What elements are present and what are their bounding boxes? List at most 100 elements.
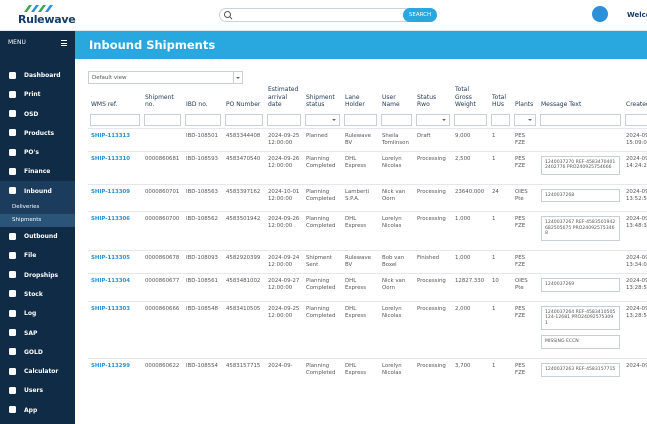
title-bar: Inbound Shipments (75, 31, 647, 59)
wms-ref-link[interactable]: SHIP-113310 (88, 150, 142, 185)
nav-label: File (24, 252, 37, 260)
filter-cell (342, 111, 379, 129)
logo[interactable]: Rulewave (18, 13, 76, 26)
search-box[interactable]: SEARCH (219, 8, 437, 22)
nav-label: Dropships (24, 271, 59, 279)
table-cell: 2024-09- (265, 358, 303, 386)
table-cell: 2024-09-24 13:28:53 (623, 300, 647, 359)
column-filter[interactable] (540, 113, 621, 126)
message-box: MISSING ECCN (541, 335, 620, 350)
nav-item[interactable]: Log (0, 304, 75, 323)
column-filter[interactable] (454, 113, 487, 126)
table-cell: Rulewave BV (342, 127, 379, 151)
message-cell: 1240037269 (538, 273, 623, 302)
wms-ref-link[interactable]: SHIP-113303 (88, 300, 142, 359)
column-filter[interactable] (305, 113, 340, 126)
column-header[interactable]: Total HUs (492, 93, 507, 109)
nav-item[interactable]: Print (0, 85, 75, 104)
nav-icon (9, 309, 16, 317)
nav-item[interactable]: OSD (0, 104, 75, 123)
nav-item[interactable]: File (0, 246, 75, 265)
column-filter[interactable] (225, 113, 263, 126)
column-header[interactable]: PO Number (226, 101, 261, 108)
view-select-label: Default view (92, 75, 127, 81)
column-filter[interactable] (267, 113, 301, 126)
search-button[interactable]: SEARCH (403, 8, 437, 22)
table-cell: 1 (489, 150, 512, 185)
column-header[interactable]: User Name (382, 93, 400, 109)
wms-ref-link[interactable]: SHIP-113305 (88, 250, 142, 274)
table-cell: Shipment Sent (303, 250, 342, 274)
nav-icon (9, 167, 16, 175)
column-header[interactable]: Shipment no. (145, 93, 174, 109)
message-box: 1240037264 REF-4583410505124-12681 PRO24… (541, 305, 620, 331)
table-cell: IBD-108563 (183, 183, 223, 212)
column-filter[interactable] (185, 113, 221, 126)
wms-ref-link[interactable]: SHIP-113313 (88, 127, 142, 151)
menu-toggle[interactable] (61, 40, 67, 46)
nav-item[interactable]: GOLD (0, 342, 75, 361)
nav-icon (9, 348, 16, 356)
page-title: Inbound Shipments (89, 38, 216, 52)
column-filter[interactable] (514, 113, 536, 126)
nav-item[interactable]: App (0, 400, 75, 419)
nav-item[interactable]: PO's (0, 143, 75, 162)
nav-item[interactable]: Outbound (0, 227, 75, 246)
column-filter[interactable] (491, 113, 510, 126)
table-row: SHIP-113305 0000860678 IBD-108093 458292039… (88, 250, 647, 274)
nav-item[interactable]: Users (0, 381, 75, 400)
table-cell: 2024-09-25 12:00:00 (265, 127, 303, 151)
sidebar: MENU Dashboard Print OSD Products PO's Financ… (0, 31, 75, 424)
table-cell: 0000860681 (142, 150, 183, 185)
column-filter[interactable] (144, 113, 181, 126)
table-cell: 2024-09-24 12:00:00 (265, 250, 303, 274)
table-cell: Lorelyn Nicolas (379, 211, 414, 251)
column-header[interactable]: Estimated arrival date (268, 86, 299, 108)
column-filter[interactable] (344, 113, 377, 126)
wms-ref-link[interactable]: SHIP-113306 (88, 211, 142, 251)
column-header[interactable]: WMS ref. (91, 101, 118, 108)
nav-subitem[interactable]: Deliveries (0, 200, 75, 214)
column-filter[interactable] (625, 113, 647, 126)
nav-item[interactable]: Calculator (0, 362, 75, 381)
column-header[interactable]: Plants (515, 101, 534, 108)
column-filter[interactable] (90, 113, 140, 126)
table-cell: 1,000 (452, 250, 489, 274)
nav-icon (9, 329, 16, 337)
nav-sublabel: Shipments (12, 217, 42, 224)
column-header[interactable]: Lane Holder (345, 93, 365, 109)
column-header[interactable]: Shipment status (306, 93, 335, 109)
table-cell: Nick van Oorn (379, 183, 414, 212)
filter-cell (538, 111, 623, 129)
table-cell: 3,700 (452, 358, 489, 386)
column-header[interactable]: IBD no. (186, 101, 208, 108)
table-cell: Lorelyn Nicolas (379, 358, 414, 386)
table-cell: 4583397162 (223, 183, 265, 212)
table-cell: PES FZE (512, 150, 538, 185)
column-header[interactable]: Status Rwo (417, 93, 437, 109)
user-avatar[interactable] (592, 6, 608, 22)
nav-item[interactable]: Inbound (0, 181, 75, 201)
wms-ref-link[interactable]: SHIP-113304 (88, 273, 142, 302)
table-cell: 1 (489, 250, 512, 274)
column-header[interactable]: Total Gross Weight (455, 86, 476, 108)
nav-item[interactable]: Dropships (0, 265, 75, 284)
column-header[interactable]: Created At (626, 101, 647, 108)
nav-item[interactable]: Dashboard (0, 66, 75, 85)
view-select[interactable]: Default view (88, 71, 243, 84)
table-cell: Planning Completed (303, 358, 342, 386)
nav-item[interactable]: Stock (0, 284, 75, 303)
column-header[interactable]: Message Text (541, 101, 582, 108)
nav-label: Users (24, 387, 44, 395)
menu-header[interactable]: MENU (0, 31, 75, 53)
wms-ref-link[interactable]: SHIP-113309 (88, 183, 142, 212)
table-cell: 2024-09-25 12:00:00 (265, 300, 303, 359)
column-filter[interactable] (381, 113, 412, 126)
nav-subitem[interactable]: Shipments (0, 213, 75, 227)
nav-label: Inbound (24, 187, 52, 195)
wms-ref-link[interactable]: SHIP-113299 (88, 358, 142, 386)
nav-item[interactable]: Finance (0, 162, 75, 181)
column-filter[interactable] (416, 113, 450, 126)
nav-item[interactable]: Products (0, 123, 75, 142)
nav-item[interactable]: SAP (0, 323, 75, 342)
